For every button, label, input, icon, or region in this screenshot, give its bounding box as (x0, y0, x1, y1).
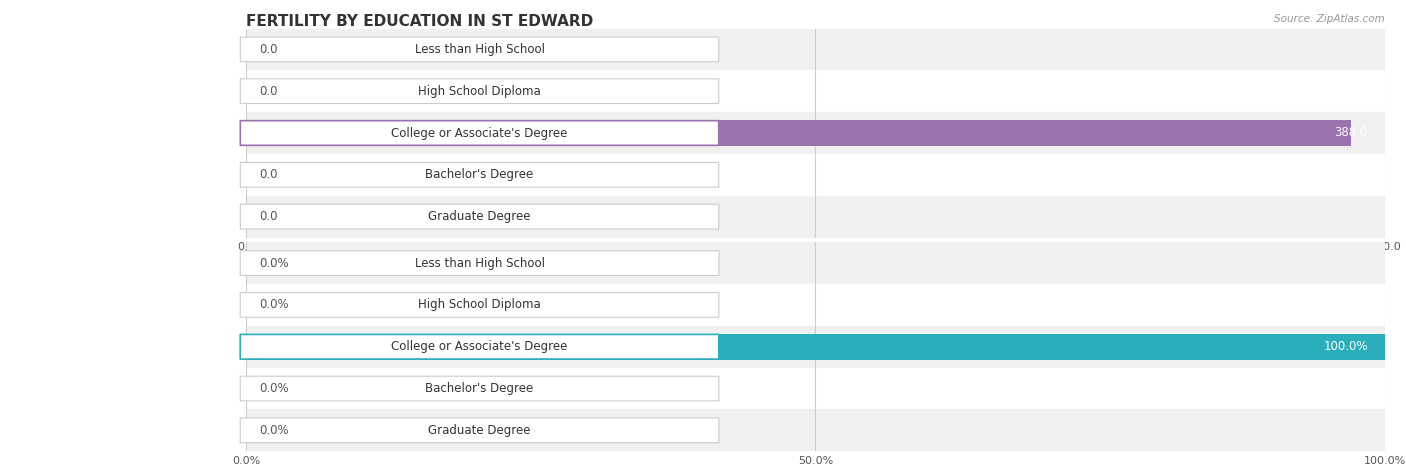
FancyBboxPatch shape (240, 418, 718, 443)
Text: Bachelor's Degree: Bachelor's Degree (426, 382, 534, 395)
Text: Graduate Degree: Graduate Degree (429, 210, 531, 223)
Text: FERTILITY BY EDUCATION IN ST EDWARD: FERTILITY BY EDUCATION IN ST EDWARD (246, 14, 593, 29)
Bar (246, 326, 1385, 368)
Bar (246, 154, 1385, 196)
Bar (246, 28, 1385, 70)
Text: 0.0: 0.0 (260, 43, 278, 56)
Bar (246, 120, 1351, 146)
Text: Source: ZipAtlas.com: Source: ZipAtlas.com (1274, 14, 1385, 24)
FancyBboxPatch shape (240, 334, 718, 359)
Text: 0.0%: 0.0% (260, 256, 290, 270)
Bar (246, 368, 1385, 409)
Text: Bachelor's Degree: Bachelor's Degree (426, 168, 534, 181)
Text: 0.0%: 0.0% (260, 424, 290, 437)
FancyBboxPatch shape (240, 204, 718, 229)
Text: College or Associate's Degree: College or Associate's Degree (391, 126, 568, 140)
Bar (246, 70, 1385, 112)
Bar (246, 284, 1385, 326)
Text: 388.0: 388.0 (1334, 126, 1368, 140)
FancyBboxPatch shape (240, 37, 718, 62)
Text: Less than High School: Less than High School (415, 256, 544, 270)
Bar (246, 196, 1385, 238)
Text: 0.0: 0.0 (260, 210, 278, 223)
Text: Graduate Degree: Graduate Degree (429, 424, 531, 437)
Text: Less than High School: Less than High School (415, 43, 544, 56)
Text: High School Diploma: High School Diploma (418, 298, 541, 312)
Text: 0.0%: 0.0% (260, 382, 290, 395)
Text: 0.0%: 0.0% (260, 298, 290, 312)
Text: 100.0%: 100.0% (1323, 340, 1368, 353)
Bar (246, 409, 1385, 451)
FancyBboxPatch shape (240, 162, 718, 187)
FancyBboxPatch shape (240, 121, 718, 145)
FancyBboxPatch shape (240, 293, 718, 317)
Text: High School Diploma: High School Diploma (418, 85, 541, 98)
Bar (246, 242, 1385, 284)
Bar (246, 112, 1385, 154)
Text: 0.0: 0.0 (260, 85, 278, 98)
Bar (246, 334, 1385, 360)
Text: 0.0: 0.0 (260, 168, 278, 181)
FancyBboxPatch shape (240, 376, 718, 401)
FancyBboxPatch shape (240, 79, 718, 104)
Text: College or Associate's Degree: College or Associate's Degree (391, 340, 568, 353)
FancyBboxPatch shape (240, 251, 718, 276)
